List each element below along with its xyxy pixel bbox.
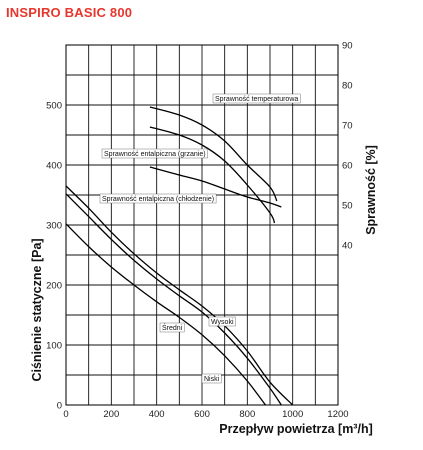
curve-label-text: Niski — [204, 376, 220, 383]
chart-title: INSPIRO BASIC 800 — [6, 5, 133, 20]
y-left-tick-label: 0 — [57, 401, 62, 412]
curve-label-text: Średni — [162, 323, 183, 332]
x-tick-label: 1200 — [327, 409, 348, 420]
x-tick-label: 600 — [194, 409, 210, 420]
y-left-tick-label: 300 — [46, 221, 62, 232]
x-axis-title: Przepływ powietrza [m³/h] — [219, 422, 373, 436]
y-right-tick-label: 50 — [342, 201, 353, 212]
efficiency-curve-sprawnosc-temperaturowa — [149, 106, 278, 202]
curve-labels-layer: Sprawność temperaturowa Sprawność entalpi… — [99, 93, 301, 384]
curve-label-wysoki: Wysoki — [208, 316, 236, 327]
x-tick-label: 1000 — [282, 409, 303, 420]
curve-label-text: Sprawność entalpiczna (grzanie) — [104, 151, 206, 158]
y-right-tick-label: 40 — [342, 241, 353, 252]
y-right-axis-title: Sprawność [%] — [364, 145, 378, 235]
y-left-tick-label: 500 — [46, 101, 62, 112]
curve-label-box — [208, 316, 236, 327]
y-right-tick-label: 70 — [342, 121, 353, 132]
efficiency-curve-sprawnosc-entalpiczna-grzanie — [149, 126, 276, 224]
efficiency-curve-sprawnosc-entalpiczna-chlodzenie — [149, 166, 282, 208]
tick-labels-layer: 0 200 400 600 800 1000 1200 0 100 200 300 400 500 40 5… — [46, 41, 352, 421]
curve-label-text: Sprawność temperaturowa — [215, 96, 298, 103]
x-tick-label: 400 — [149, 409, 165, 420]
curve-label-sredni: Średni — [159, 322, 185, 333]
curve-label-text: Sprawność entalpiczna (chłodzenie) — [102, 196, 214, 203]
curve-label-box — [201, 373, 222, 384]
x-tick-label: 0 — [63, 409, 68, 420]
curve-label-sprawnosc-entalpiczna-chlodzenie: Sprawność entalpiczna (chłodzenie) — [99, 193, 217, 204]
pressure-curve-wysoki — [65, 185, 294, 406]
curve-label-sprawnosc-temperaturowa: Sprawność temperaturowa — [212, 93, 301, 104]
x-tick-label: 800 — [239, 409, 255, 420]
curve-label-box — [99, 193, 217, 204]
curve-label-niski: Niski — [201, 373, 222, 384]
plot-frame — [65, 44, 339, 406]
curve-label-sprawnosc-entalpiczna-grzanie: Sprawność entalpiczna (grzanie) — [101, 148, 208, 159]
curve-label-box — [212, 93, 301, 104]
y-left-tick-label: 400 — [46, 161, 62, 172]
y-right-tick-label: 60 — [342, 161, 353, 172]
curve-label-text: Wysoki — [211, 319, 234, 326]
pressure-curve-niski — [65, 223, 267, 406]
y-left-axis-title: Ciśnienie statyczne [Pa] — [30, 238, 44, 381]
curves-layer — [65, 106, 294, 406]
y-right-tick-label: 80 — [342, 81, 353, 92]
y-left-tick-label: 200 — [46, 281, 62, 292]
y-left-tick-label: 100 — [46, 341, 62, 352]
grid-layer — [65, 44, 339, 406]
x-tick-label: 200 — [103, 409, 119, 420]
curve-label-box — [101, 148, 208, 159]
y-right-tick-label: 90 — [342, 41, 353, 52]
curve-label-box — [159, 322, 185, 333]
pressure-curve-sredni — [65, 193, 282, 406]
